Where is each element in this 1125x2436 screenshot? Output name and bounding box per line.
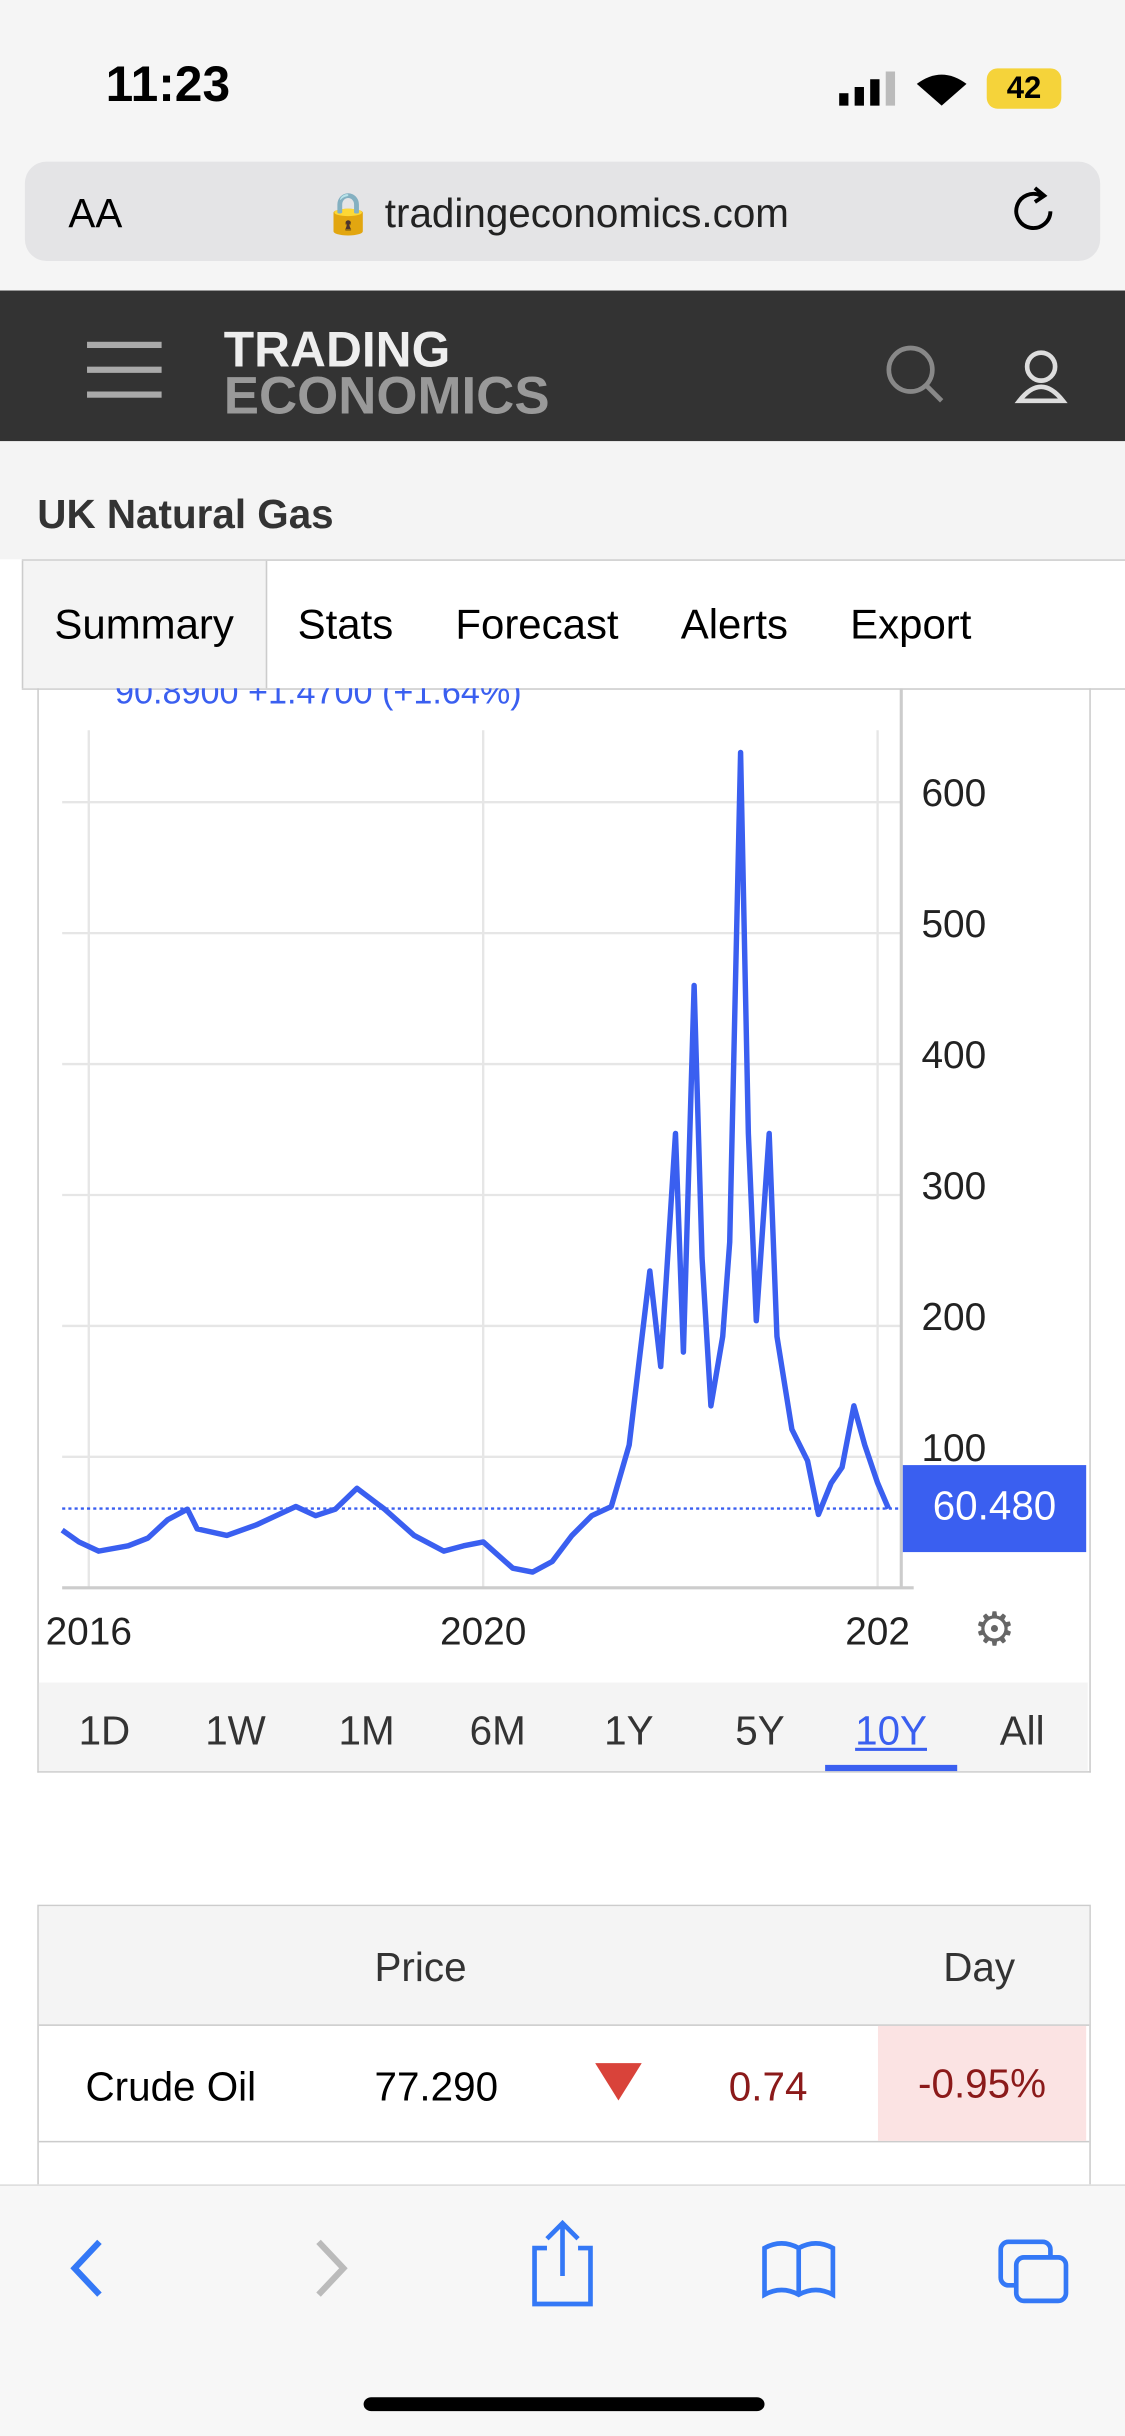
text-size[interactable]: AA xyxy=(68,189,123,237)
y-tick-label: 600 xyxy=(921,772,986,815)
range-button[interactable]: 1D xyxy=(78,1707,131,1755)
cell-name: Crude Oil xyxy=(85,2063,257,2110)
y-tick-label: 400 xyxy=(921,1034,986,1077)
battery: 42 xyxy=(986,68,1062,109)
y-tick-label: 100 xyxy=(921,1427,986,1470)
url[interactable]: 🔒 tradingeconomics.com xyxy=(323,189,789,237)
page-title: UK Natural Gas xyxy=(37,490,334,538)
url-text: tradingeconomics.com xyxy=(384,189,789,237)
header-day: Day xyxy=(943,1943,1016,1991)
line xyxy=(60,749,892,1575)
chart: 90.8900 +1.4700 (+1.64%) 100 200 300 400 500 6… xyxy=(46,688,1087,1655)
tab[interactable]: Alerts xyxy=(680,601,789,648)
quote: 90.8900 +1.4700 (+1.64%) xyxy=(115,688,522,711)
tabs: Summary Stats Forecast Alerts Export xyxy=(21,559,1125,690)
tab[interactable]: Stats xyxy=(297,601,394,648)
range-button[interactable]: 1W xyxy=(205,1707,266,1755)
table-header: Price Day xyxy=(38,1906,1090,2026)
table: Price Day Crude Oil 77.290 0.74 -0.95% xyxy=(37,1904,1091,2219)
y-tick-label: 300 xyxy=(921,1165,986,1208)
down-arrow xyxy=(595,2063,642,2101)
range-button[interactable]: All xyxy=(999,1707,1045,1755)
logo-top: TRADING xyxy=(223,321,451,378)
toolbar xyxy=(0,2184,1125,2436)
chart-box xyxy=(37,688,1091,1773)
reload[interactable] xyxy=(1007,183,1063,239)
header-price: Price xyxy=(374,1943,467,1991)
menu[interactable] xyxy=(87,339,165,401)
last-label: 60.480 xyxy=(933,1482,1057,1528)
url-bar[interactable] xyxy=(24,161,1101,262)
toolbar-icons xyxy=(70,2219,1069,2412)
x-tick-label: 2020 xyxy=(440,1611,526,1654)
range-button[interactable]: 1Y xyxy=(604,1707,654,1755)
y-tick-label: 200 xyxy=(921,1296,986,1339)
cell-change: 0.74 xyxy=(728,2063,808,2110)
title-bar xyxy=(0,441,1125,560)
range-bar: 1D 1W 1M 6M 1Y 5Y 10Y All xyxy=(38,1682,1088,1772)
tab[interactable]: Forecast xyxy=(455,601,619,648)
site-header xyxy=(0,290,1125,442)
logo-bottom: ECONOMICS xyxy=(223,366,550,426)
range-button[interactable]: 10Y xyxy=(825,1683,957,1772)
logo[interactable]: TRADING ECONOMICS xyxy=(223,321,550,426)
last-box xyxy=(902,1465,1087,1553)
y-tick-label: 500 xyxy=(921,903,986,946)
x-tick-label: 2016 xyxy=(46,1611,132,1654)
x-tick-label: 202 xyxy=(845,1611,910,1654)
signal xyxy=(839,71,979,116)
tab[interactable]: Summary xyxy=(21,560,267,689)
range-button[interactable]: 5Y xyxy=(735,1707,785,1755)
range-button[interactable]: 1M xyxy=(338,1707,395,1755)
cell-price: 77.290 xyxy=(374,2063,499,2110)
settings: ⚙ xyxy=(974,1603,1016,1655)
header-icons[interactable] xyxy=(883,342,1069,410)
tab[interactable]: Export xyxy=(850,601,972,648)
time: 11:23 xyxy=(105,55,231,112)
table-row[interactable]: Crude Oil 77.290 0.74 -0.95% xyxy=(38,2025,1090,2143)
range-button[interactable]: 6M xyxy=(469,1707,526,1755)
cell-pct: -0.95% xyxy=(877,2025,1087,2141)
